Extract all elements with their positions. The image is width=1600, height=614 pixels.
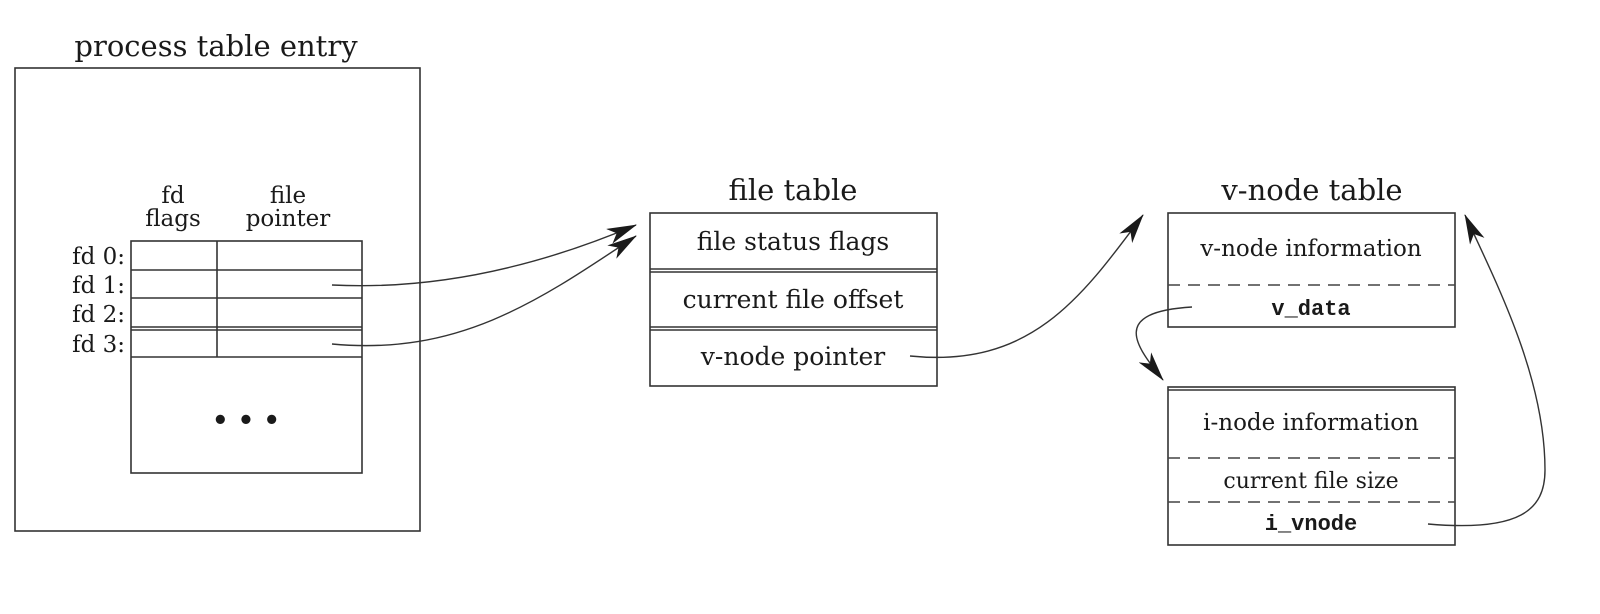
arrow-v-data-to-inode [1135, 306, 1193, 381]
vnode-table-title: v-node table [1220, 173, 1402, 207]
table-ellipsis: • • • [212, 406, 280, 436]
vnode-pointer-cell: v-node pointer [700, 342, 885, 371]
inode-information-cell: i-node information [1203, 410, 1419, 436]
vnode-information-cell: v-node information [1199, 236, 1422, 262]
vnode-box [1167, 212, 1456, 328]
row-label-fd1: fd 1: [72, 273, 125, 299]
arrow-fd1-to-file-table [331, 224, 637, 287]
col-file-pointer-line2: pointer [246, 206, 331, 232]
col-file-pointer-line1: file [270, 183, 306, 209]
current-file-size-cell: current file size [1223, 469, 1398, 494]
current-file-offset-cell: current file offset [683, 285, 904, 314]
file-table: file table file status flags current fil… [649, 173, 938, 387]
v-data-cell: v_data [1271, 297, 1350, 322]
process-table-entry: process table entry fd flags file pointe… [14, 29, 421, 532]
row-label-fd3: fd 3: [72, 332, 125, 358]
arrow-i-vnode-to-vnode-table [1427, 214, 1546, 527]
file-table-title: file table [729, 173, 858, 207]
inode-box [1167, 386, 1456, 546]
file-table-box [649, 212, 938, 387]
process-table-outer-box [14, 67, 421, 532]
row-label-fd0: fd 0: [72, 244, 125, 270]
i-vnode-cell: i_vnode [1265, 512, 1357, 537]
process-table-title: process table entry [74, 29, 358, 63]
col-fd-flags-line1: fd [161, 183, 185, 209]
col-fd-flags-line2: flags [145, 206, 201, 232]
arrow-fd3-to-file-table [331, 235, 637, 347]
file-status-flags-cell: file status flags [697, 227, 890, 256]
arrow-vnode-pointer-to-vnode-table [909, 214, 1144, 358]
row-label-fd2: fd 2: [72, 302, 125, 328]
vnode-table: v-node table v-node information v_data i… [1167, 173, 1456, 546]
